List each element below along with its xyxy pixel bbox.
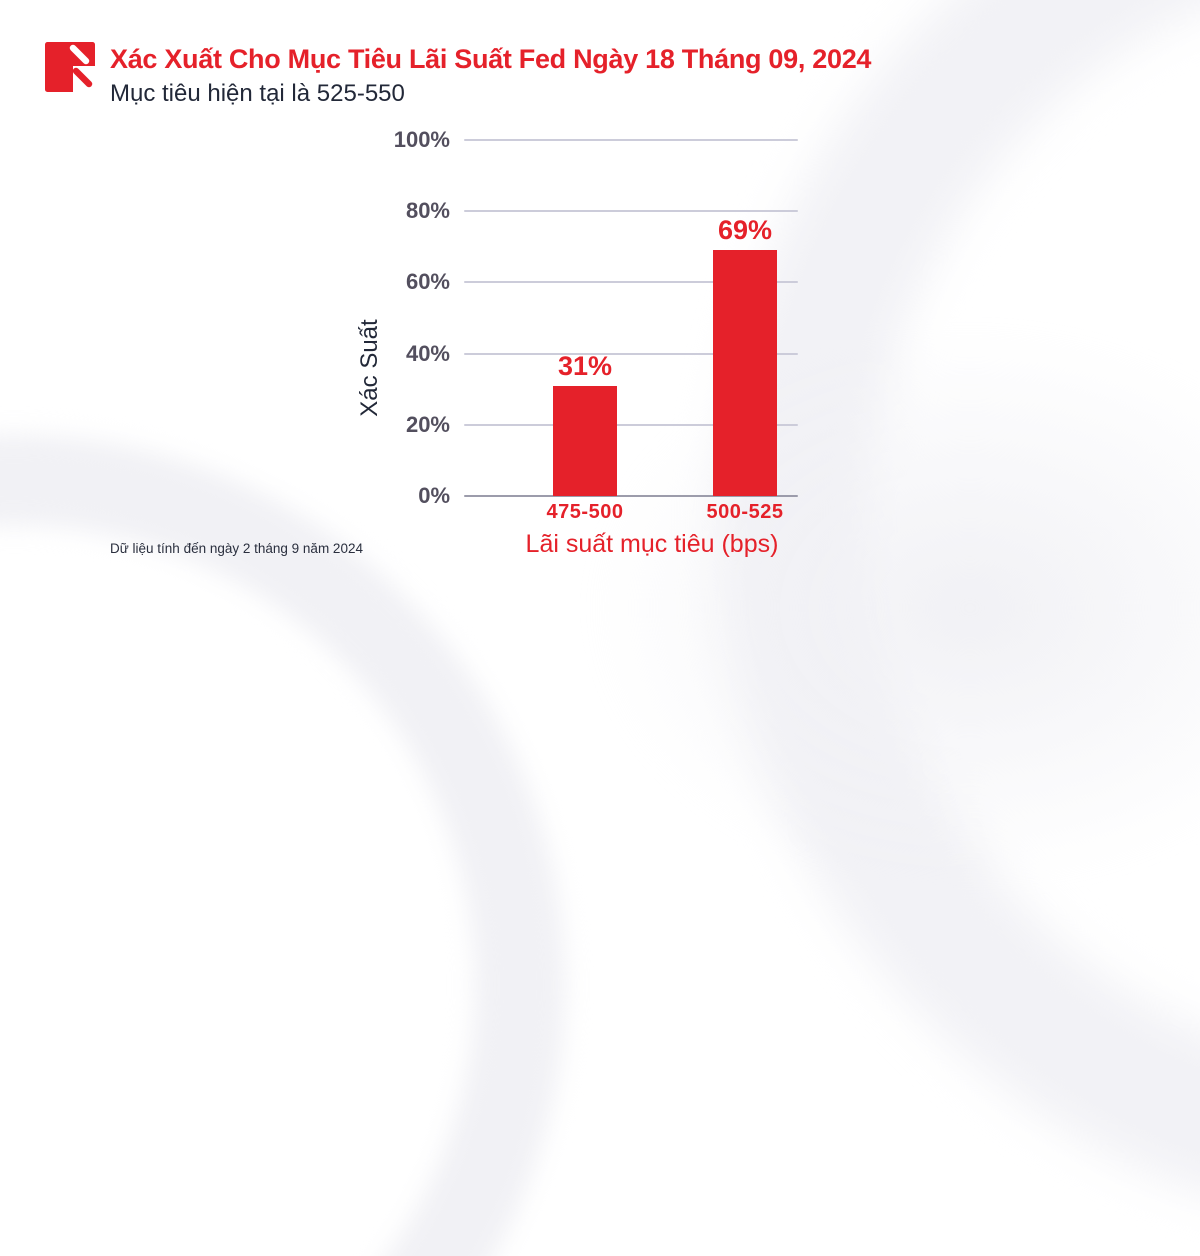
probability-bar-chart: 0% 20% 40% 60% 80% 100% 31% 475-500 69% 500-525 X… bbox=[356, 127, 798, 558]
bar-category-label: 500-525 bbox=[706, 501, 784, 523]
gridline bbox=[464, 423, 798, 426]
bar-value-label: 69% bbox=[717, 215, 773, 246]
gridline bbox=[464, 139, 798, 141]
bar-category-label: 475-500 bbox=[546, 501, 624, 523]
x-axis-label: Lãi suất mục tiêu (bps) bbox=[525, 530, 779, 558]
y-tick-label: 40% bbox=[405, 340, 450, 366]
brand-chart-logo-icon bbox=[45, 42, 95, 92]
y-tick-label: 60% bbox=[405, 269, 450, 295]
y-axis-label: Xác Suất bbox=[356, 319, 383, 417]
page-subtitle: Mục tiêu hiện tại là 525-550 bbox=[110, 80, 405, 107]
y-tick-label: 20% bbox=[405, 411, 450, 437]
y-tick-label: 0% bbox=[418, 483, 450, 508]
gridline bbox=[464, 281, 798, 284]
y-tick-label: 80% bbox=[405, 198, 450, 224]
bar-value-label: 31% bbox=[557, 350, 613, 381]
plot-area: 0% 20% 40% 60% 80% 100% 31% 475-500 69% 500-525 bbox=[394, 127, 798, 523]
page-title: Xác Xuất Cho Mục Tiêu Lãi Suất Fed Ngày … bbox=[110, 44, 872, 74]
y-tick-label: 100% bbox=[393, 127, 450, 152]
x-axis-line bbox=[464, 495, 798, 497]
footnote-text: Dữ liệu tính đến ngày 2 tháng 9 năm 2024 bbox=[110, 541, 363, 556]
bar-475-500 bbox=[553, 385, 617, 496]
bar-500-525 bbox=[713, 250, 777, 496]
gridline bbox=[464, 352, 798, 355]
gridline bbox=[464, 210, 798, 213]
